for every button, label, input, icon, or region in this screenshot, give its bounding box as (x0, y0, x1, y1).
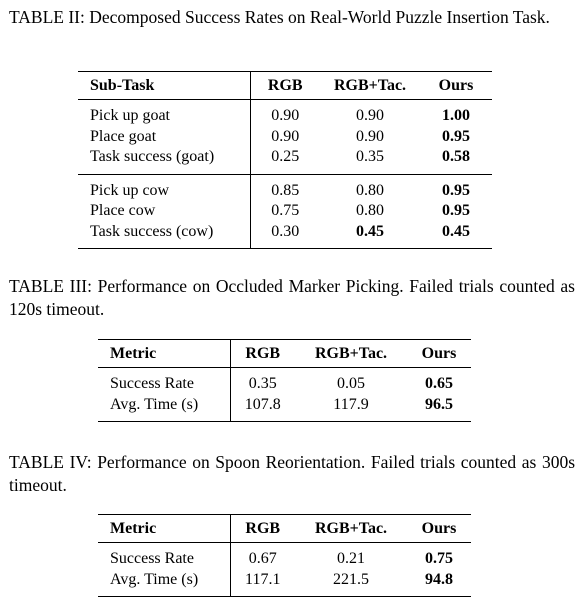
table-cell: 221.5 (333, 570, 369, 588)
table-row: Task success (cow) 0.30 0.45 0.45 (78, 221, 492, 249)
header-cell: Metric (98, 339, 231, 368)
table-cell: 0.21 (337, 550, 365, 568)
table-row: Task success (goat) 0.25 0.35 0.58 (78, 147, 492, 174)
table-cell: 0.90 (271, 107, 300, 125)
table-cell: Place cow (78, 201, 251, 222)
header-cell: RGB+Tac. (333, 76, 407, 94)
table-cell: 0.35 (356, 148, 384, 166)
table-cell: 107.8 (244, 395, 281, 413)
table-cell: 0.30 (271, 222, 300, 240)
header-row: Metric RGB RGB+Tac. Ours (98, 514, 471, 543)
table-cell: Task success (cow) (78, 221, 251, 249)
table-row: Success Rate 0.67 0.21 0.75 (98, 542, 471, 570)
table-cell: Place goat (78, 126, 251, 147)
data-table: Sub-Task RGB RGB+Tac. Ours Pick up goat 0.90 0… (78, 71, 492, 249)
table-cell: 117.1 (245, 570, 281, 588)
header-cell: RGB (245, 519, 281, 537)
table-cell: Avg. Time (s) (98, 394, 231, 422)
table-row: Place goat 0.90 0.90 0.95 (78, 126, 492, 147)
data-table: Metric RGB RGB+Tac. Ours Success Rate 0.35 0.0… (98, 339, 471, 422)
table-caption: TABLE III: Performance on Occluded Marke… (9, 276, 575, 319)
table-cell: Pick up goat (78, 99, 251, 127)
table-row: Pick up goat 0.90 0.90 1.00 (78, 99, 492, 127)
table-cell: 117.9 (333, 395, 369, 413)
table-cell: 0.45 (442, 222, 470, 240)
header-cell: RGB+Tac. (314, 344, 388, 362)
row-group: Success Rate 0.35 0.05 0.65 Avg. Time (s) 107… (98, 367, 471, 422)
table-cell: 0.65 (425, 375, 453, 393)
table-header: Sub-Task RGB RGB+Tac. Ours (78, 71, 492, 100)
table-row: Avg. Time (s) 117.1 221.5 94.8 (98, 569, 471, 597)
table-cell: 0.35 (248, 375, 277, 393)
table-cell: Pick up cow (78, 174, 251, 201)
table-row: Avg. Time (s) 107.8 117.9 96.5 (98, 394, 471, 422)
header-cell: Metric (98, 514, 231, 543)
header-cell: RGB+Tac. (314, 519, 388, 537)
header-row: Sub-Task RGB RGB+Tac. Ours (78, 71, 492, 100)
table-caption: TABLE IV: Performance on Spoon Reorienta… (9, 452, 575, 495)
table-cell: 0.75 (271, 202, 300, 220)
header-cell: Ours (421, 344, 457, 362)
table-cell: Success Rate (98, 542, 231, 570)
table-cell: 0.95 (442, 127, 470, 145)
table-cell: Task success (goat) (78, 147, 251, 174)
table-cell: 0.58 (442, 148, 470, 166)
table-cell: 0.80 (356, 202, 384, 220)
header-row: Metric RGB RGB+Tac. Ours (98, 339, 471, 368)
header-cell: RGB (267, 76, 303, 94)
table-cell: 0.85 (271, 181, 300, 199)
table-header: Metric RGB RGB+Tac. Ours (98, 514, 471, 543)
table-caption: TABLE II: Decomposed Success Rates on Re… (9, 7, 550, 27)
table-cell: 0.75 (425, 550, 453, 568)
table-cell: 0.95 (442, 202, 470, 220)
header-cell: Ours (421, 519, 457, 537)
table-cell: 0.95 (442, 181, 470, 199)
data-table: Metric RGB RGB+Tac. Ours Success Rate 0.67 0.2… (98, 514, 471, 597)
header-cell: RGB (245, 344, 281, 362)
row-group: Pick up goat 0.90 0.90 1.00 Place goat 0.90 0.… (78, 99, 492, 174)
table-header: Metric RGB RGB+Tac. Ours (98, 339, 471, 368)
row-group: Pick up cow 0.85 0.80 0.95 Place cow 0.75 0.80… (78, 174, 492, 249)
table-row: Success Rate 0.35 0.05 0.65 (98, 367, 471, 395)
table-cell: 0.90 (271, 127, 300, 145)
table-row: Place cow 0.75 0.80 0.95 (78, 201, 492, 222)
table-cell: 0.80 (356, 181, 384, 199)
header-cell: Ours (438, 76, 474, 94)
table-cell: 94.8 (425, 570, 453, 588)
row-group: Success Rate 0.67 0.21 0.75 Avg. Time (s) 117… (98, 542, 471, 597)
table-row: Pick up cow 0.85 0.80 0.95 (78, 174, 492, 201)
table-cell: 0.90 (356, 127, 384, 145)
table-cell: 0.25 (271, 148, 300, 166)
table-cell: 0.90 (356, 107, 384, 125)
table-cell: Success Rate (98, 367, 231, 395)
table-cell: 1.00 (442, 107, 470, 125)
table-cell: 96.5 (425, 395, 453, 413)
table-cell: 0.67 (248, 550, 277, 568)
table-cell: 0.05 (337, 375, 365, 393)
table-cell: Avg. Time (s) (98, 569, 231, 597)
header-cell: Sub-Task (78, 71, 251, 100)
table-cell: 0.45 (356, 222, 384, 240)
